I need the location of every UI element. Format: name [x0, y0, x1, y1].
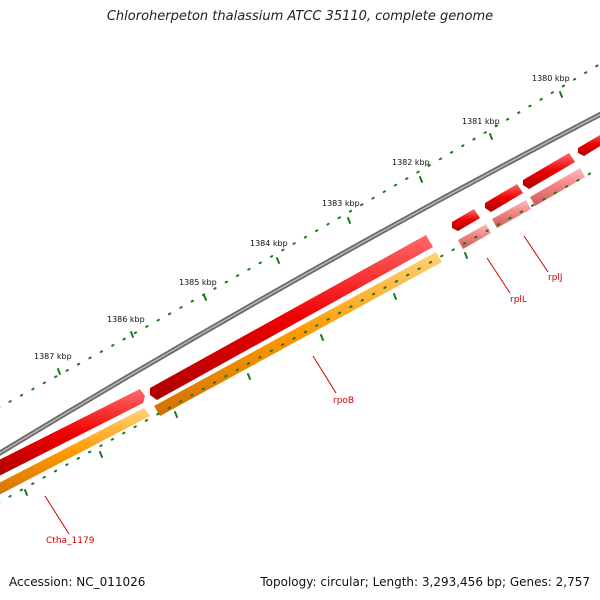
kbp-label: 1381 kbp [462, 117, 500, 126]
kbp-label: 1384 kbp [250, 239, 288, 248]
cds-feature [452, 209, 480, 231]
gene-label-rpoB: rpoB [333, 396, 354, 406]
genome-backbone [0, 111, 600, 456]
orange-feature [154, 252, 442, 416]
cds-feature [0, 389, 145, 476]
cds-feature [523, 153, 575, 189]
kbp-label: 1383 kbp [322, 199, 360, 208]
inner-major-ticks [24, 252, 468, 496]
map-title: Chloroherpeton thalassium ATCC 35110, co… [106, 9, 494, 24]
scale-major-ticks [57, 91, 563, 375]
cds-feature [485, 184, 523, 212]
scale-ticks [0, 63, 600, 409]
scale-labels: 1380 kbp 1381 kbp 1382 kbp 1383 kbp 1384… [34, 74, 570, 361]
forward-features [0, 134, 600, 476]
kbp-label: 1382 kbp [392, 158, 430, 167]
gene-labels: rplJ rplL rpoB Ctha_1179 [44, 235, 563, 546]
kbp-label: 1387 kbp [34, 352, 72, 361]
kbp-label: 1380 kbp [532, 74, 570, 83]
kbp-label: 1385 kbp [179, 278, 217, 287]
cds-feature [578, 134, 600, 156]
accession-text: Accession: NC_011026 [9, 575, 146, 589]
reverse-features [0, 168, 585, 495]
orange-feature [0, 408, 150, 495]
kbp-label: 1386 kbp [107, 315, 145, 324]
topology-text: Topology: circular; Length: 3,293,456 bp… [260, 575, 590, 589]
gene-label-rplJ: rplJ [548, 273, 563, 283]
cds-feature [150, 235, 433, 400]
gene-label-rplL: rplL [510, 295, 527, 305]
pink-feature [530, 168, 585, 206]
pink-feature [492, 200, 531, 228]
gene-label-ctha-1179: Ctha_1179 [46, 536, 95, 546]
